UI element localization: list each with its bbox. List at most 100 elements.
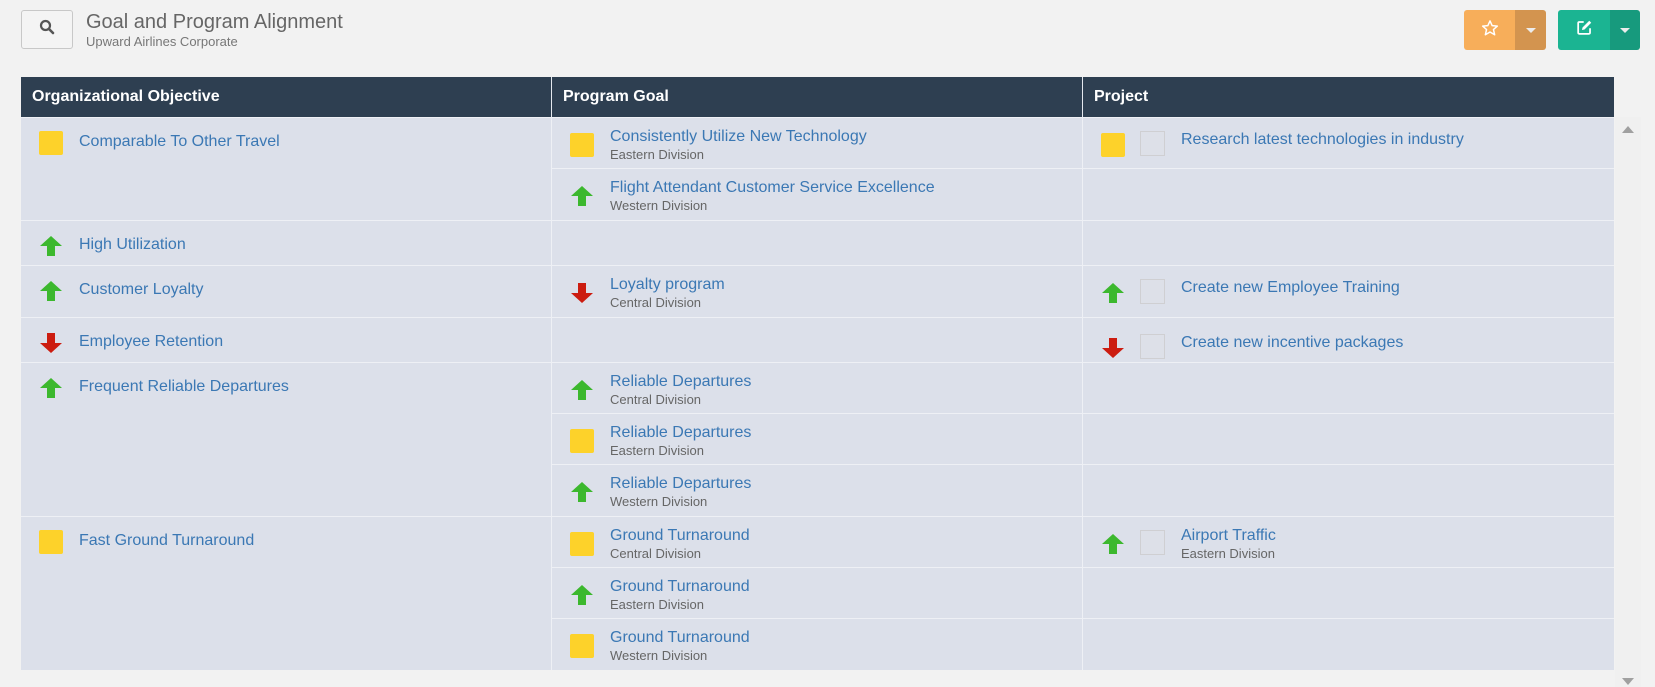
program-goal-link[interactable]: Ground Turnaround xyxy=(610,578,750,595)
program-goal-link[interactable]: Ground Turnaround xyxy=(610,629,750,646)
program-goal-text: Flight Attendant Customer Service Excell… xyxy=(610,178,935,214)
project-link[interactable]: Create new incentive packages xyxy=(1181,334,1404,351)
column-header-program-goal: Program Goal xyxy=(552,77,1083,117)
arrow-down-icon xyxy=(569,280,594,305)
favorite-button-group xyxy=(1464,10,1546,50)
objective-link[interactable]: Frequent Reliable Departures xyxy=(79,378,289,395)
project-cell: Research latest technologies in industry xyxy=(1083,118,1614,169)
edit-dropdown-toggle[interactable] xyxy=(1610,10,1640,50)
scroll-down-arrow-icon[interactable] xyxy=(1622,678,1634,685)
division-label: Central Division xyxy=(610,546,702,561)
table-row-group: Fast Ground Turnaround Ground Turnaround C… xyxy=(21,516,1614,670)
program-goal-cell xyxy=(552,221,1082,265)
program-goal-link[interactable]: Reliable Departures xyxy=(610,373,752,390)
status-square-icon xyxy=(1100,132,1125,157)
project-text: Create new incentive packages xyxy=(1181,333,1403,353)
objective-cell: Employee Retention xyxy=(21,318,552,362)
project-text: Research latest technologies in industry xyxy=(1181,130,1464,150)
program-goal-link[interactable]: Flight Attendant Customer Service Excell… xyxy=(610,179,935,196)
scrollbar[interactable] xyxy=(1615,117,1641,687)
status-square-icon xyxy=(569,531,594,556)
program-goal-link[interactable]: Ground Turnaround xyxy=(610,527,750,544)
objective-link[interactable]: Customer Loyalty xyxy=(79,281,204,298)
table-row-group: Comparable To Other Travel Consistently U… xyxy=(21,117,1614,220)
chevron-down-icon xyxy=(1620,27,1630,33)
program-goal-column: Ground Turnaround Central Division Ground … xyxy=(552,517,1083,670)
objective-item: Employee Retention xyxy=(21,318,551,355)
objective-cell: Comparable To Other Travel xyxy=(21,118,552,220)
alignment-table: Organizational Objective Program Goal Pr… xyxy=(21,77,1614,670)
arrow-up-icon xyxy=(1100,531,1125,556)
favorite-button[interactable] xyxy=(1464,10,1515,50)
objective-text: Frequent Reliable Departures xyxy=(79,377,289,397)
project-checkbox[interactable] xyxy=(1140,279,1165,304)
program-goal-cell: Reliable Departures Eastern Division xyxy=(552,414,1082,465)
arrow-up-icon xyxy=(569,183,594,208)
project-cell xyxy=(1083,619,1614,670)
program-goal-cell: Ground Turnaround Western Division xyxy=(552,619,1082,670)
status-square-icon xyxy=(569,132,594,157)
program-goal-cell: Consistently Utilize New Technology Easte… xyxy=(552,118,1082,169)
project-link[interactable]: Airport Traffic xyxy=(1181,527,1276,544)
objective-text: High Utilization xyxy=(79,235,186,255)
program-goal-link[interactable]: Loyalty program xyxy=(610,276,725,293)
division-label: Western Division xyxy=(610,198,708,213)
program-goal-column: Consistently Utilize New Technology Easte… xyxy=(552,118,1083,220)
objective-link[interactable]: High Utilization xyxy=(79,236,186,253)
objective-item: High Utilization xyxy=(21,221,551,258)
project-link[interactable]: Research latest technologies in industry xyxy=(1181,131,1464,148)
edit-button-group xyxy=(1558,10,1640,50)
program-goal-column xyxy=(552,318,1083,362)
program-goal-text: Reliable Departures Western Division xyxy=(610,474,751,510)
project-link[interactable]: Create new Employee Training xyxy=(1181,279,1400,296)
project-checkbox[interactable] xyxy=(1140,131,1165,156)
objective-cell: High Utilization xyxy=(21,221,552,265)
division-label: Eastern Division xyxy=(610,443,704,458)
scroll-up-arrow-icon[interactable] xyxy=(1622,126,1634,133)
program-goal-text: Ground Turnaround Eastern Division xyxy=(610,577,750,613)
arrow-up-icon xyxy=(38,375,63,400)
column-header-objective: Organizational Objective xyxy=(21,77,552,117)
division-label: Central Division xyxy=(610,392,702,407)
program-goal-text: Loyalty program Central Division xyxy=(610,275,725,311)
edit-button[interactable] xyxy=(1558,10,1610,50)
status-square-icon xyxy=(569,633,594,658)
program-goal-link[interactable]: Consistently Utilize New Technology xyxy=(610,128,867,145)
program-goal-text: Reliable Departures Eastern Division xyxy=(610,423,751,459)
division-label: Western Division xyxy=(610,648,708,663)
project-checkbox[interactable] xyxy=(1140,530,1165,555)
program-goal-link[interactable]: Reliable Departures xyxy=(610,475,752,492)
objective-item: Fast Ground Turnaround xyxy=(21,517,551,554)
arrow-up-icon xyxy=(569,377,594,402)
search-icon xyxy=(39,19,55,40)
project-column: Research latest technologies in industry xyxy=(1083,118,1614,220)
division-label: Eastern Division xyxy=(610,147,704,162)
favorite-dropdown-toggle[interactable] xyxy=(1515,10,1546,50)
program-goal-cell: Ground Turnaround Central Division xyxy=(552,517,1082,568)
division-label: Central Division xyxy=(610,295,702,310)
project-column xyxy=(1083,221,1614,265)
column-header-project: Project xyxy=(1094,88,1149,105)
objective-text: Fast Ground Turnaround xyxy=(79,531,254,551)
project-text: Airport Traffic Eastern Division xyxy=(1181,526,1276,562)
program-goal-text: Ground Turnaround Central Division xyxy=(610,526,750,562)
objective-text: Employee Retention xyxy=(79,332,223,352)
objective-link[interactable]: Fast Ground Turnaround xyxy=(79,532,255,549)
objective-cell: Fast Ground Turnaround xyxy=(21,517,552,670)
objective-item: Frequent Reliable Departures xyxy=(21,363,551,400)
objective-link[interactable]: Employee Retention xyxy=(79,333,224,350)
table-row-group: High Utilization xyxy=(21,220,1614,265)
project-cell xyxy=(1083,221,1614,265)
project-column: Airport Traffic Eastern Division xyxy=(1083,517,1614,670)
program-goal-column: Loyalty program Central Division xyxy=(552,266,1083,317)
project-text: Create new Employee Training xyxy=(1181,278,1400,298)
project-checkbox[interactable] xyxy=(1140,334,1165,359)
division-label: Eastern Division xyxy=(1181,546,1275,561)
program-goal-link[interactable]: Reliable Departures xyxy=(610,424,752,441)
objective-cell: Customer Loyalty xyxy=(21,266,552,317)
project-column xyxy=(1083,363,1614,516)
objective-link[interactable]: Comparable To Other Travel xyxy=(79,133,280,150)
division-label: Western Division xyxy=(610,494,708,509)
search-button[interactable] xyxy=(21,10,73,49)
objective-item: Comparable To Other Travel xyxy=(21,118,551,155)
